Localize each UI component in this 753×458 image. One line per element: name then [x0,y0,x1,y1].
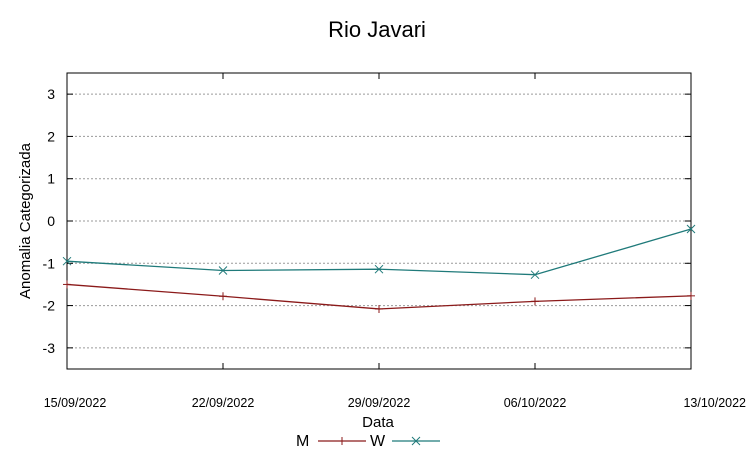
y-tick-label: -3 [43,340,56,356]
chart-title: Rio Javari [328,17,426,42]
y-tick-label: 1 [47,171,55,187]
data-point [531,297,539,306]
data-point [63,280,71,289]
y-axis-label: Anomalia Categorizada [17,142,34,299]
y-tick-label: 0 [47,213,55,229]
x-tick-label: 06/10/2022 [504,396,567,410]
data-point [687,291,695,300]
y-tick-label: -1 [43,255,56,271]
x-tick-label: 22/09/2022 [192,396,255,410]
x-tick-label: 15/09/2022 [44,396,107,410]
y-tick-label: 2 [47,128,55,144]
y-tick-label: -2 [43,298,56,314]
series-layer [62,224,696,313]
data-point [62,256,72,266]
data-point [218,266,228,275]
legend-label: W [370,433,386,450]
data-point [686,224,696,234]
legend-label: M [296,433,309,450]
data-point [375,304,383,313]
data-point [530,270,540,280]
data-point [338,437,346,445]
data-point [374,264,384,274]
series-line-W [66,228,692,276]
data-point [219,292,227,301]
x-axis-label: Data [362,414,394,431]
x-tick-label: 13/10/2022 [683,396,746,410]
y-tick-label: 3 [47,86,55,102]
x-tick-label: 29/09/2022 [348,396,411,410]
data-point [411,436,421,446]
y-axis-ticks: -3 -2 -1 0 1 2 3 [43,86,691,356]
grid [67,93,691,349]
x-axis-ticks: 15/09/2022 22/09/2022 29/09/2022 06/10/2022… [44,73,746,410]
